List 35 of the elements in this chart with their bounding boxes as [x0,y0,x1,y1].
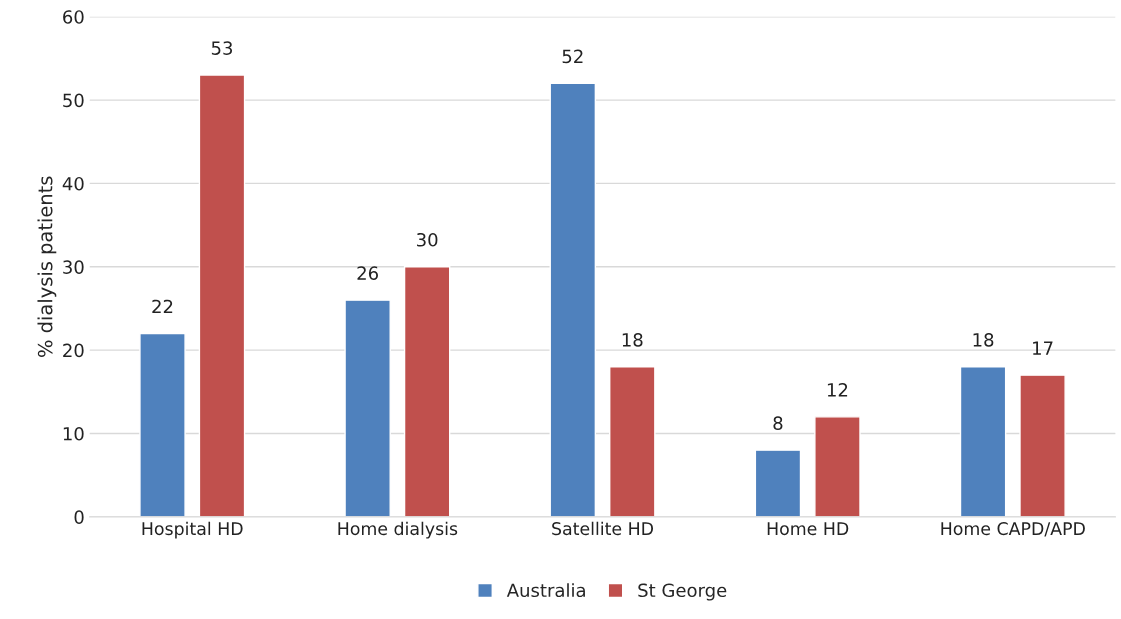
data-label: 18 [622,333,643,347]
data-label: 30 [417,232,438,247]
legend-label: Australia [506,583,585,598]
y-tick-label: 50 [63,93,84,108]
x-tick-label: Hospital HD [142,521,243,539]
y-tick-label: 40 [62,176,84,191]
data-label: 52 [562,49,583,64]
legend-label: St George [638,583,727,601]
y-tick-label: 60 [63,10,84,24]
y-tick-label: 20 [63,343,84,358]
bar [754,449,802,517]
bar [609,366,656,517]
x-tick-label: Home dialysis [338,521,458,539]
y-tick-label: 30 [63,260,84,274]
x-tick-label: Satellite HD [552,521,654,536]
bar [344,299,391,517]
data-label: 22 [152,299,173,314]
bar [1019,374,1066,517]
bar [959,366,1007,517]
data-label: 26 [357,266,378,280]
y-tick-label: 0 [74,510,84,524]
x-tick-label: Home CAPD/APD [941,522,1085,537]
bar [549,82,597,517]
data-label: 18 [973,333,994,347]
bar [139,332,186,517]
y-axis-title: % dialysis patients [37,176,57,357]
y-tick-label: 10 [63,426,84,441]
x-tick-label: Home HD [767,522,849,536]
data-label: 17 [1033,341,1053,355]
bar [198,74,246,517]
data-label: 8 [773,416,783,431]
bar [403,266,451,517]
bar [814,416,861,517]
data-label: 12 [827,383,848,397]
data-label: 53 [211,41,233,55]
